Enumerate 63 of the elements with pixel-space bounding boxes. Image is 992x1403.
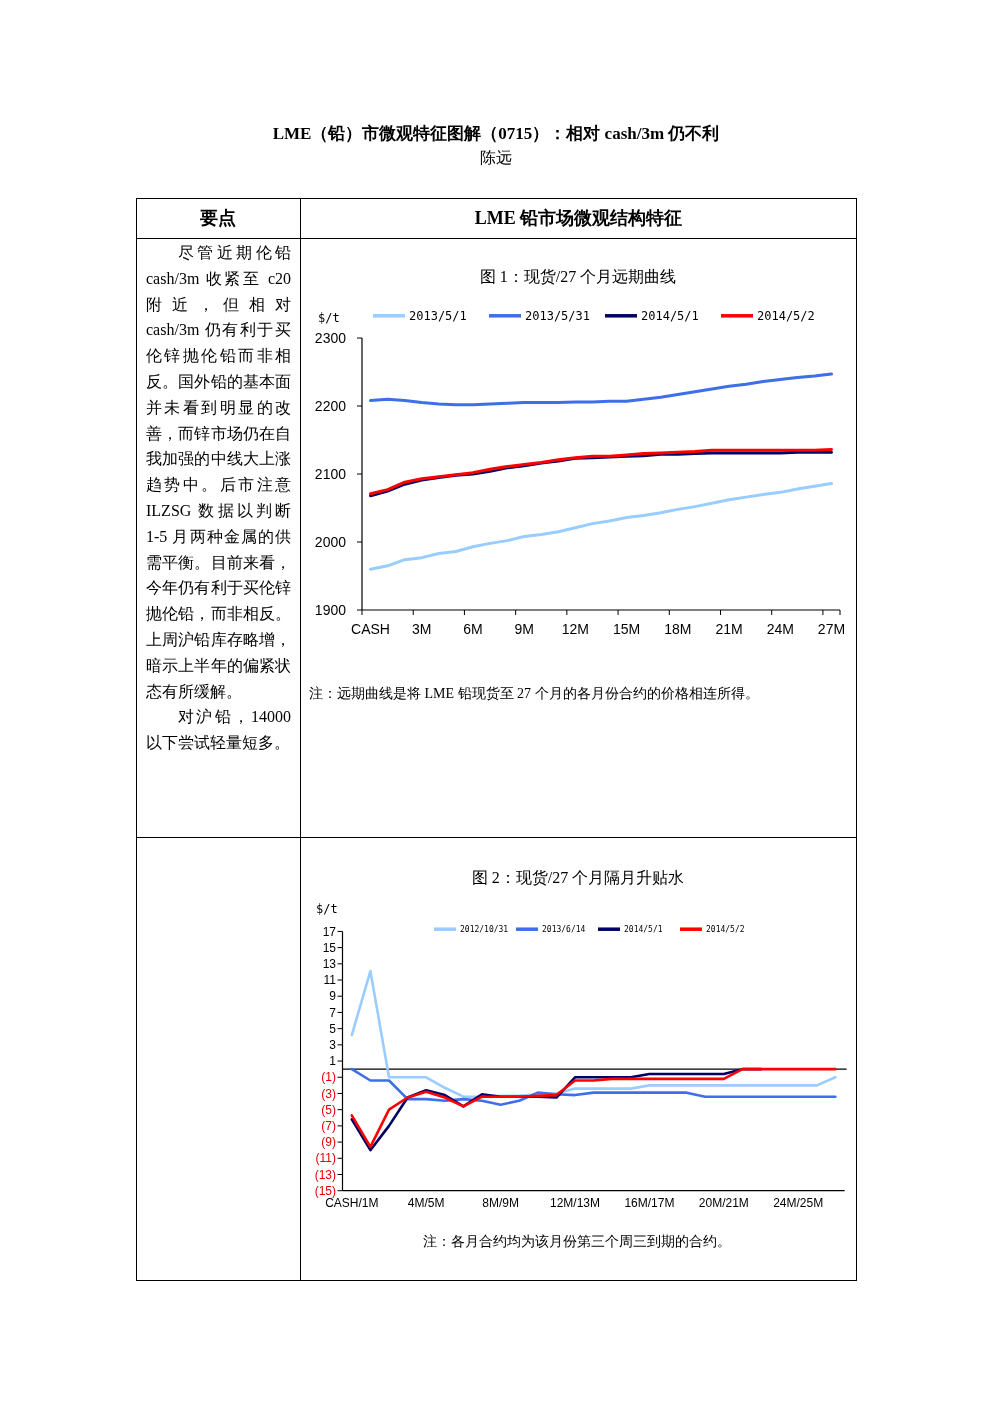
legend-label: 2013/5/1	[409, 309, 467, 323]
x-tick-label: 16M/17M	[624, 1196, 675, 1210]
x-tick-label: 27M	[817, 621, 846, 637]
line-series	[369, 372, 833, 407]
x-tick-label: 24M/25M	[773, 1196, 824, 1210]
x-tick-label: 6M	[463, 621, 483, 637]
x-tick-label: 18M	[664, 621, 692, 637]
legend-label: 2014/5/1	[624, 925, 663, 934]
line-series	[350, 1067, 837, 1149]
line-series	[350, 1067, 837, 1107]
x-tick-label: 24M	[766, 621, 794, 637]
x-tick-label: 4M/5M	[407, 1196, 445, 1210]
y-tick-label: (1)	[321, 1070, 336, 1085]
legend-label: 2012/10/31	[460, 925, 509, 934]
y-tick-label: 13	[322, 957, 337, 972]
text: 要点	[199, 207, 237, 230]
y-tick-label: 17	[322, 924, 337, 939]
legend-label: 2014/5/2	[706, 925, 745, 934]
y-tick-label: (9)	[321, 1135, 336, 1150]
x-tick-label: CASH/1M	[325, 1196, 379, 1210]
y-tick-label: 5	[329, 1021, 337, 1036]
y-tick-label: 9	[329, 989, 337, 1004]
y-tick-label: (13)	[314, 1167, 336, 1182]
y-tick-label: 1900	[314, 601, 347, 618]
x-tick-label: 21M	[715, 621, 743, 637]
legend-label: 2014/5/2	[757, 309, 815, 323]
x-tick-label: 3M	[412, 621, 432, 637]
text: 注：远期曲线是将 LME 铅现货至 27 个月的各月份合约的价格相连所得。	[309, 686, 759, 701]
chart-title: 图 2：现货/27 个月隔月升贴水	[471, 869, 685, 886]
line-series	[369, 482, 833, 571]
text: 对沪铅，14000 以下尝试轻量短多。	[146, 707, 291, 754]
y-tick-label: 2100	[314, 465, 347, 482]
text: LME（铅）市微观特征图解（0715）：相对 cash/3m 仍不利	[271, 123, 721, 145]
legend-label: 2013/6/14	[542, 925, 586, 934]
legend-label: 2014/5/1	[641, 309, 699, 323]
x-tick-label: 20M/21M	[698, 1196, 749, 1210]
y-tick-label: 11	[323, 973, 337, 988]
x-tick-label: 12M/13M	[549, 1196, 601, 1210]
x-tick-label: 8M/9M	[482, 1196, 519, 1210]
text: 尽管近期伦铅 cash/3m 收紧至 c20 附近，但相对 cash/3m 仍有利于买伦锌抛伦铅而非相反。国外铅的基本面并未看到明显的改善，而锌市场仍在自我加强的中线大上涨趋势中。后市注意 ILZSG 数据以判断 1-5 月两种金属的供需平衡。目前来看，今年仍有利于买伦锌抛伦铅，而非相反。上周沪铅库存略增，暗示上半年的偏紧状态有所缓解。	[146, 244, 291, 700]
x-tick-label: 15M	[612, 621, 641, 637]
y-tick-label: 3	[329, 1038, 337, 1053]
y-tick-label: (15)	[314, 1183, 336, 1198]
text: 注：各月合约均为该月份第三个周三到期的合约。	[423, 1234, 731, 1249]
chart-title: 图 1：现货/27 个月远期曲线	[479, 268, 677, 285]
x-tick-label: 12M	[561, 621, 590, 637]
y-axis-title: $/t	[316, 902, 338, 916]
y-tick-label: 1	[329, 1054, 337, 1069]
y-tick-label: (5)	[321, 1102, 336, 1117]
x-tick-label: 9M	[514, 621, 534, 637]
text: 陈远	[479, 148, 513, 168]
y-tick-label: (7)	[321, 1119, 336, 1134]
text: LME 铅市场微观结构特征	[473, 207, 684, 230]
y-tick-label: 15	[322, 940, 337, 955]
legend-label: 2013/5/31	[525, 309, 591, 323]
y-tick-label: 7	[329, 1005, 337, 1020]
y-tick-label: 2000	[314, 533, 347, 550]
y-axis-title: $/t	[318, 311, 340, 325]
y-tick-label: (3)	[321, 1086, 336, 1101]
y-tick-label: 2300	[314, 329, 347, 346]
y-tick-label: 2200	[314, 397, 347, 414]
y-tick-label: (11)	[315, 1151, 336, 1166]
x-tick-label: CASH	[351, 621, 390, 637]
